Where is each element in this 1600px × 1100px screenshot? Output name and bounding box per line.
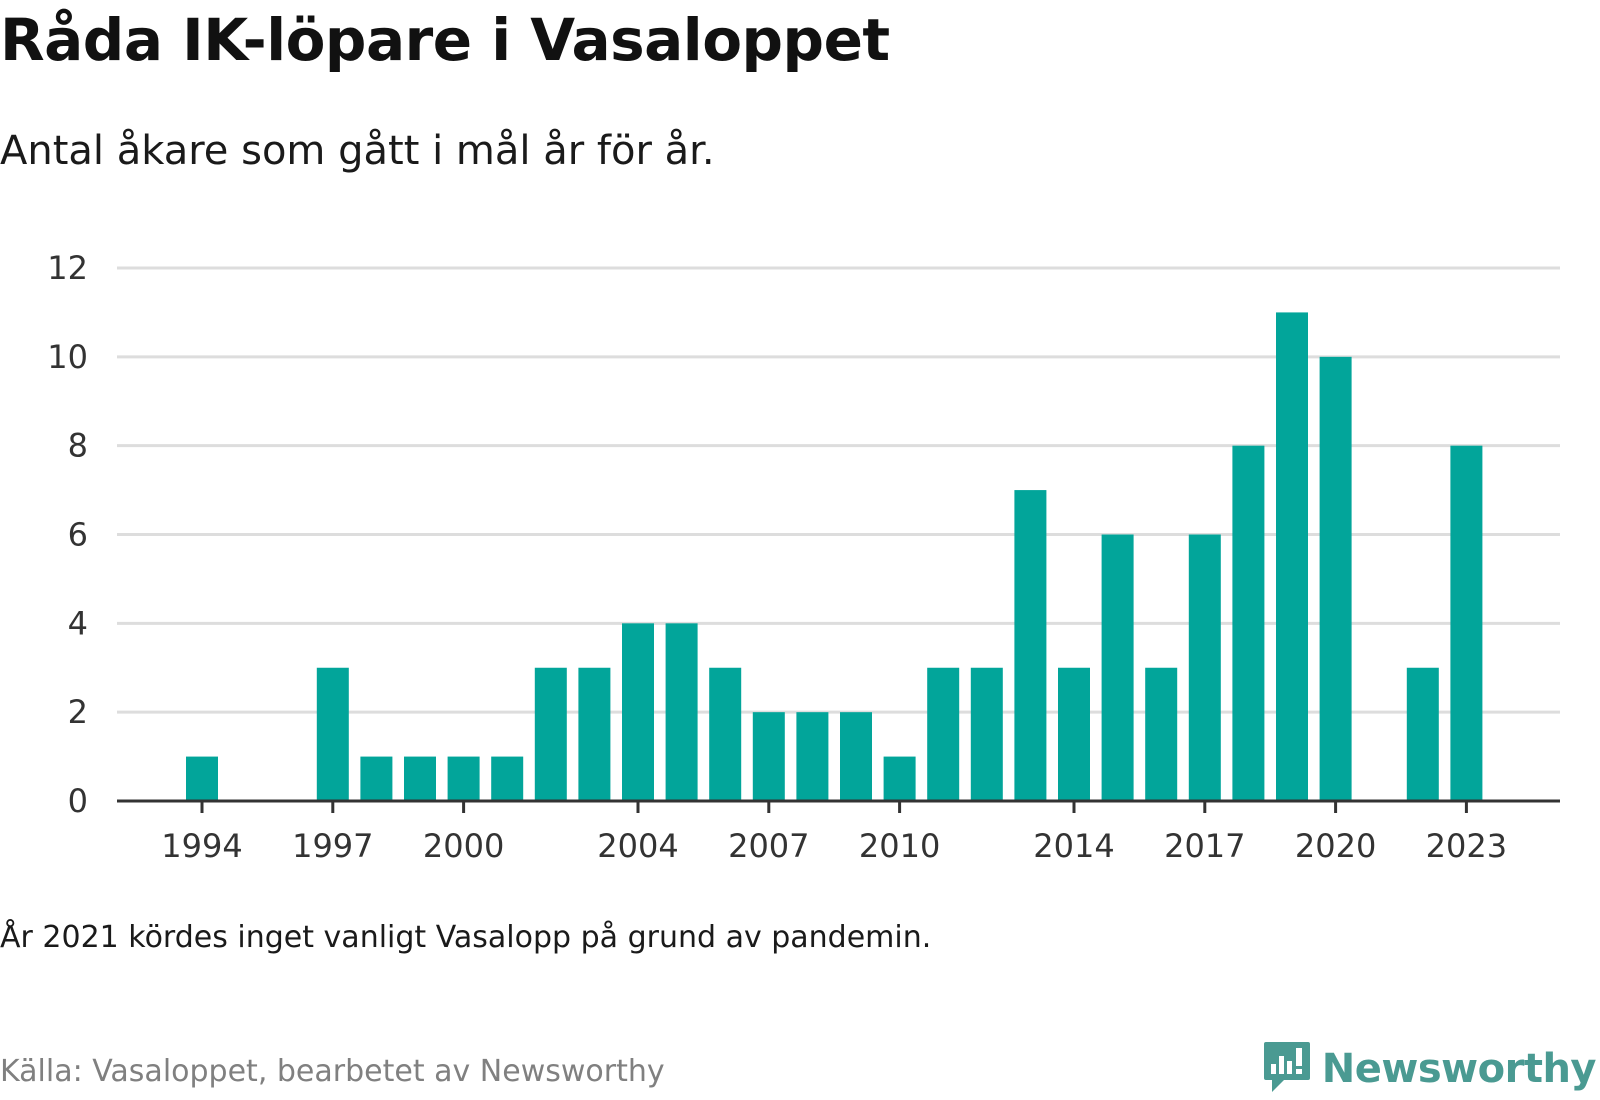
bar-2014: [1058, 667, 1090, 801]
bar-2023: [1450, 445, 1483, 801]
bar-2002: [534, 667, 567, 801]
bar-1998: [360, 756, 393, 801]
x-tick-label: 2014: [1033, 827, 1114, 865]
bar-2012: [970, 667, 1003, 801]
bar-2008: [796, 712, 829, 801]
y-tick-label: 8: [68, 427, 88, 465]
bars: [186, 312, 1483, 801]
bar-2001: [491, 756, 524, 801]
chart-subtitle: Antal åkare som gått i mål år för år.: [0, 128, 715, 174]
x-tick-label: 2007: [728, 827, 809, 865]
bar-2006: [709, 667, 742, 801]
chart-title: Råda IK-löpare i Vasaloppet: [0, 6, 890, 74]
bar-2009: [840, 712, 872, 801]
source-text: Källa: Vasaloppet, bearbetet av Newswort…: [0, 1054, 665, 1089]
y-tick-label: 4: [68, 604, 88, 642]
x-tick-label: 2004: [597, 827, 678, 865]
bar-2007: [752, 712, 785, 801]
y-tick-label: 10: [47, 338, 88, 376]
y-tick-label: 6: [68, 516, 88, 554]
y-axis-labels: 0 2 4 6 8 10 12: [47, 249, 88, 820]
y-tick-label: 0: [68, 782, 88, 820]
newsworthy-logo-icon: [1263, 1042, 1310, 1092]
bar-2004: [622, 623, 654, 801]
bar-2018: [1232, 445, 1265, 801]
bar-2013: [1014, 490, 1047, 801]
bar-2011: [927, 667, 960, 801]
x-tick-label: 1997: [292, 827, 373, 865]
x-tick-label: 2017: [1164, 827, 1245, 865]
gridlines: [117, 266, 1560, 714]
x-tick-label: 1994: [161, 827, 242, 865]
bar-2005: [665, 623, 698, 801]
x-tick-label: 2010: [859, 827, 940, 865]
bar-2016: [1145, 667, 1178, 801]
x-tick-label: 2020: [1295, 827, 1376, 865]
bar-1999: [404, 756, 436, 801]
bar-2017: [1188, 534, 1221, 801]
bar-1997: [316, 667, 349, 801]
bar-2019: [1276, 312, 1308, 801]
bar-2003: [578, 667, 611, 801]
y-tick-label: 12: [47, 249, 88, 287]
chart-note: År 2021 kördes inget vanligt Vasalopp på…: [0, 920, 932, 955]
brand-name: Newsworthy: [1321, 1046, 1597, 1092]
bar-2015: [1101, 534, 1134, 801]
bar-chart: 0 2 4 6 8 10 12 1994 1997 2000 2004 2007 2010 2014 20…: [47, 249, 1560, 865]
y-tick-label: 2: [68, 693, 88, 731]
newsworthy-brand[interactable]: Newsworthy: [1262, 1040, 1597, 1098]
x-tick-label: 2000: [423, 827, 504, 865]
bar-2020: [1319, 356, 1352, 801]
x-tick-label: 2023: [1426, 827, 1507, 865]
bar-1994: [186, 756, 218, 801]
x-axis-labels: 1994 1997 2000 2004 2007 2010 2014 2017 2020 2023: [161, 827, 1507, 865]
x-axis: [117, 799, 1560, 813]
bar-2000: [447, 756, 480, 801]
bar-2010: [883, 756, 916, 801]
bar-2022: [1406, 667, 1439, 801]
